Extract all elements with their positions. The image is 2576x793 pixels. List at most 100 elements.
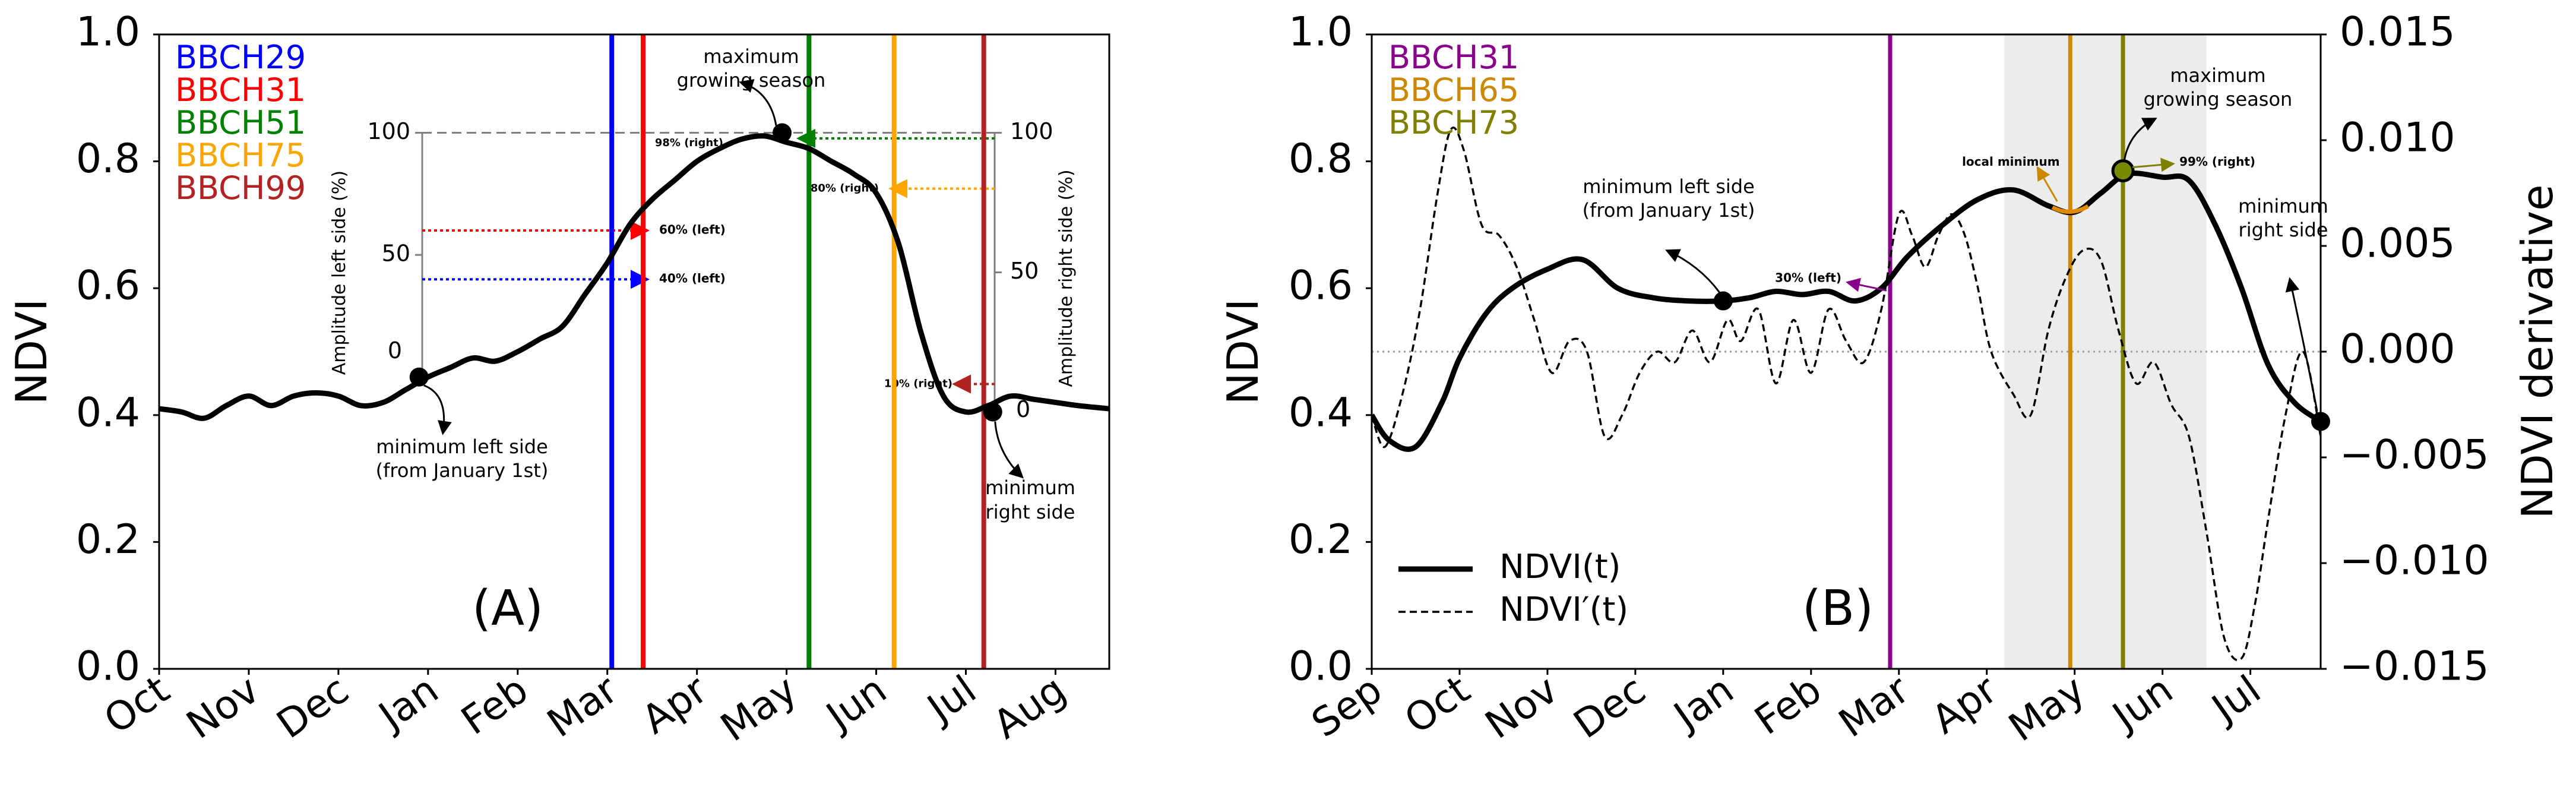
x-tick-label: Jan [1664, 666, 1742, 740]
stage-label: BBCH75 [175, 137, 306, 174]
amplitude-left-tick-label: 100 [367, 118, 410, 144]
panel-a-tick-marks [153, 33, 1056, 675]
pct-30-left-arrow [1846, 277, 1887, 292]
legend-entry: NDVI′(t) [1499, 590, 1628, 629]
x-tick-label: Mar [539, 666, 626, 747]
y-tick-label: 1.0 [1289, 9, 1353, 56]
min-left-callout-arrow [1665, 249, 1721, 293]
max-point [2111, 159, 2135, 183]
min-right-callout-line2: right side [2239, 219, 2328, 241]
x-tick-label: May [713, 666, 805, 750]
min-right-callout-line2: right side [986, 501, 1075, 523]
y-tick-label: 0.2 [1289, 516, 1353, 563]
min-right-callout-line1: minimum [2238, 195, 2328, 217]
max-callout-arrow [739, 79, 777, 126]
min-left-callout-line2: (from January 1st) [1583, 199, 1755, 222]
panel-a-y-axis: 0.0 0.2 0.4 0.6 0.8 1.0 [76, 9, 140, 690]
x-tick-label: Jan [369, 666, 447, 740]
panel-a-x-axis: Oct Nov Dec Jan Feb Mar Apr May Jun Jul … [96, 666, 1074, 751]
y-tick-label: 0.4 [76, 389, 140, 436]
pct-99-right-label: 99% (right) [2179, 154, 2255, 169]
percentage-markers [422, 128, 995, 394]
y-right-axis-label: NDVI derivative [2512, 185, 2562, 519]
min-right-callout-arrow [2285, 277, 2318, 411]
max-callout-line1: maximum [703, 45, 799, 68]
max-callout-arrow [2123, 118, 2157, 162]
local-minimum-segment [2051, 204, 2090, 214]
y-tick-label: 0.6 [76, 263, 140, 309]
min-left-callout-arrow [423, 384, 452, 435]
legend-entry: NDVI(t) [1499, 548, 1621, 586]
min-right-callout-line1: minimum [985, 476, 1075, 499]
stage-label: BBCH31 [175, 71, 306, 109]
plot-frame [1371, 33, 2322, 670]
pct-30-left-label: 30% (left) [1775, 271, 1841, 285]
y-right-tick-label: 0.005 [2340, 220, 2455, 267]
max-callout-line2: growing season [2144, 88, 2293, 110]
pct-99-right-arrow [2132, 157, 2176, 172]
x-tick-label: Jul [2202, 666, 2269, 732]
min-left-callout-line1: minimum left side [376, 435, 548, 458]
panel-b: 0.0 0.2 0.4 0.6 0.8 1.0 NDVI −0.015 −0.0… [1218, 9, 2562, 751]
pct-80-right-label: 80% (right) [811, 182, 879, 195]
min-left-point [409, 367, 429, 387]
local-minimum-label: local minimum [1962, 154, 2059, 169]
x-tick-label: Dec [268, 666, 357, 747]
x-tick-label: Jul [917, 666, 985, 732]
stage-label: BBCH65 [1388, 71, 1519, 109]
y-tick-label: 0.0 [76, 643, 140, 690]
ndvi-derivative-curve [1372, 127, 2321, 662]
y-tick-label: 1.0 [76, 9, 140, 56]
y-tick-label: 0.8 [76, 135, 140, 182]
x-tick-label: Jun [817, 666, 895, 741]
y-right-tick-label: −0.010 [2340, 538, 2489, 585]
stage-label: BBCH29 [175, 39, 306, 76]
phenology-stage-lines [1888, 34, 2125, 669]
x-tick-label: Mar [1831, 666, 1918, 747]
panel-label: (A) [472, 580, 543, 637]
x-tick-label: Nov [178, 666, 267, 748]
stage-label: BBCH73 [1388, 104, 1519, 141]
min-left-point [1713, 291, 1733, 311]
panel-label: (B) [1802, 580, 1874, 637]
x-tick-label: Aug [985, 666, 1074, 748]
max-callout-line2: growing season [677, 69, 826, 91]
amplitude-guides [415, 132, 1002, 413]
amplitude-left-axis-label: Amplitude left side (%) [329, 170, 350, 375]
min-right-point [983, 402, 1002, 422]
amplitude-left-tick-label: 0 [388, 337, 402, 364]
y-axis-label: NDVI [1218, 299, 1268, 405]
panel-b-x-axis: Sep Oct Nov Dec Jan Feb Mar Apr May Jun … [1303, 666, 2269, 751]
ndvi-curve [159, 133, 1109, 421]
x-tick-label: Oct [1396, 666, 1478, 743]
pct-60-left-label: 60% (left) [659, 223, 726, 237]
y-right-tick-label: −0.005 [2340, 432, 2489, 479]
ndvi-curve [1372, 170, 2321, 452]
stage-label: BBCH31 [1388, 39, 1519, 76]
legend: NDVI(t) NDVI′(t) [1398, 548, 1628, 629]
x-tick-label: Feb [1746, 666, 1830, 744]
y-tick-label: 0.2 [76, 516, 140, 563]
plot-frame [158, 33, 1110, 670]
x-tick-label: Apr [1923, 666, 2005, 743]
y-axis-label: NDVI [7, 299, 56, 405]
x-tick-label: Apr [634, 666, 716, 743]
y-right-tick-label: 0.000 [2340, 326, 2455, 373]
panel-b-y-axis-right: −0.015 −0.010 −0.005 0.000 0.005 0.010 0… [2340, 9, 2489, 690]
panel-a: 0.0 0.2 0.4 0.6 0.8 1.0 NDVI Oct Nov Dec… [7, 9, 1110, 751]
x-tick-label: May [2001, 666, 2093, 750]
max-callout-line1: maximum [2170, 64, 2265, 87]
x-tick-label: Nov [1477, 666, 1566, 748]
y-tick-label: 0.8 [1289, 135, 1353, 182]
amplitude-left-tick-label: 50 [382, 241, 410, 267]
min-left-callout-line1: minimum left side [1583, 175, 1755, 198]
amplitude-right-tick-label: 100 [1010, 118, 1053, 144]
stage-label: BBCH99 [175, 169, 306, 207]
x-tick-label: Jun [2103, 666, 2181, 741]
panel-b-y-axis: 0.0 0.2 0.4 0.6 0.8 1.0 [1289, 9, 1353, 690]
y-tick-label: 0.6 [1289, 263, 1353, 309]
panel-b-tick-marks [1366, 33, 2327, 675]
amplitude-right-axis-label: Amplitude right side (%) [1056, 169, 1077, 387]
